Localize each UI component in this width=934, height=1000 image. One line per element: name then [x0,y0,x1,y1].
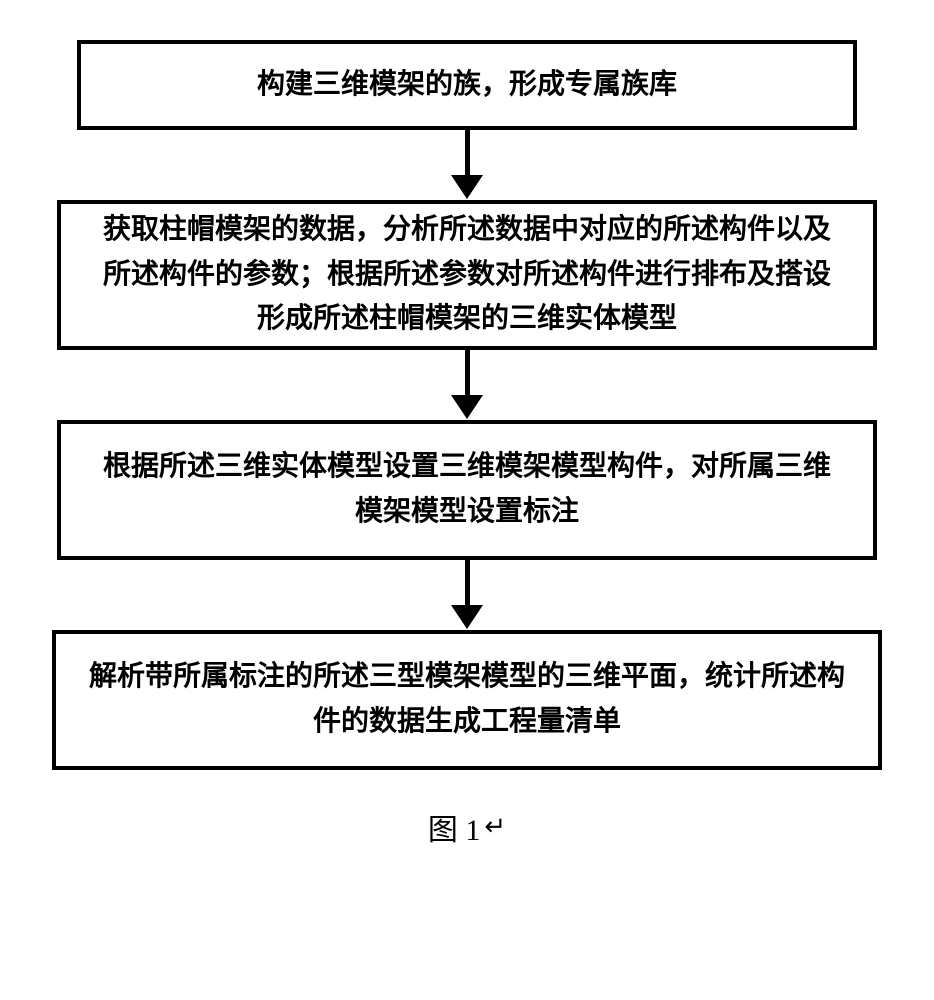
flowchart-step-2: 获取柱帽模架的数据，分析所述数据中对应的所述构件以及所述构件的参数；根据所述参数… [57,200,877,350]
figure-label: 图 1 ↵ [428,805,506,849]
arrow-line [465,350,470,395]
arrow-1 [451,130,483,200]
step-4-text: 解析带所属标注的所述三型模架模型的三维平面，统计所述构件的数据生成工程量清单 [86,655,848,745]
arrow-head-icon [451,605,483,629]
arrow-line [465,130,470,175]
flowchart-step-4: 解析带所属标注的所述三型模架模型的三维平面，统计所述构件的数据生成工程量清单 [52,630,882,770]
flowchart-step-3: 根据所述三维实体模型设置三维模架模型构件，对所属三维模架模型设置标注 [57,420,877,560]
return-arrow-icon: ↵ [484,812,506,842]
figure-label-text: 图 1 [428,805,481,849]
arrow-3 [451,560,483,630]
arrow-head-icon [451,175,483,199]
flowchart-step-1: 构建三维模架的族，形成专属族库 [77,40,857,130]
arrow-line [465,560,470,605]
step-2-text: 获取柱帽模架的数据，分析所述数据中对应的所述构件以及所述构件的参数；根据所述参数… [91,208,843,342]
flowchart-container: 构建三维模架的族，形成专属族库 获取柱帽模架的数据，分析所述数据中对应的所述构件… [0,0,934,849]
step-1-text: 构建三维模架的族，形成专属族库 [257,63,677,108]
arrow-2 [451,350,483,420]
step-3-text: 根据所述三维实体模型设置三维模架模型构件，对所属三维模架模型设置标注 [91,445,843,535]
arrow-head-icon [451,395,483,419]
